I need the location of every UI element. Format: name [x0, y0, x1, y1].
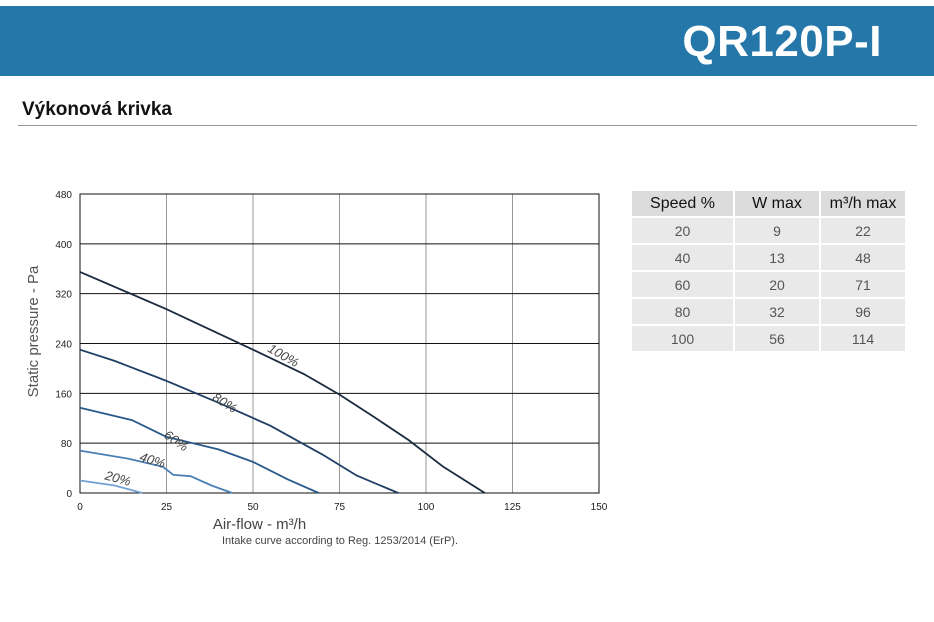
series-line-40	[79, 449, 233, 494]
y-tick-label: 160	[55, 389, 72, 400]
table-cell: 100	[632, 325, 735, 353]
table-cell: 13	[734, 244, 821, 272]
column-header: Speed %	[632, 191, 735, 218]
x-axis-label: Air-flow - m³/h	[213, 516, 306, 533]
x-tick-label: 75	[334, 502, 346, 513]
table-row: 60 20 71	[632, 271, 907, 299]
table-cell: 40	[632, 244, 735, 272]
section-divider	[18, 125, 917, 126]
curve-label: 20%	[102, 467, 132, 488]
performance-chart-svg: 0 25 50 75 100 125 150080160240320400480100%80…	[25, 190, 608, 533]
table-cell: 96	[820, 298, 907, 326]
table-cell: 60	[632, 271, 735, 299]
table-cell: 20	[734, 271, 821, 299]
curve-label: 40%	[138, 449, 167, 471]
table-header-row: Speed % W max m³/h max	[632, 191, 907, 218]
column-header: m³/h max	[820, 191, 907, 218]
x-tick-label: 50	[247, 502, 259, 513]
model-title: QR120P-I	[682, 17, 882, 66]
performance-chart: 0 25 50 75 100 125 150 0 80 160 240 320 400 480 100% 80…	[0, 175, 620, 565]
table-cell: 9	[734, 217, 821, 245]
table-cell: 80	[632, 298, 735, 326]
table-row: 80 32 96	[632, 298, 907, 326]
table-row: 100 56 114	[632, 325, 907, 353]
column-header: W max	[734, 191, 821, 218]
y-tick-label: 0	[66, 489, 72, 500]
speed-table: Speed % W max m³/h max 20 9 22 40 13 48 …	[632, 191, 907, 353]
table-row: 40 13 48	[632, 244, 907, 272]
series-line-60	[79, 406, 320, 494]
table-cell: 48	[820, 244, 907, 272]
table-cell: 20	[632, 217, 735, 245]
table-cell: 71	[820, 271, 907, 299]
y-tick-label: 80	[61, 439, 73, 450]
x-tick-label: 25	[161, 502, 173, 513]
x-tick-label: 100	[418, 502, 435, 513]
y-tick-label: 480	[55, 190, 72, 201]
chart-note: Intake curve according to Reg. 1253/2014…	[221, 535, 459, 547]
y-tick-label: 320	[55, 290, 72, 301]
y-tick-label: 240	[55, 340, 72, 351]
x-tick-label: 0	[77, 502, 83, 513]
table-cell: 22	[820, 217, 907, 245]
header-banner: QR120P-I	[0, 6, 934, 76]
table-row: 20 9 22	[632, 217, 907, 245]
x-tick-label: 150	[591, 502, 608, 513]
table-cell: 32	[734, 298, 821, 326]
series-line-80	[79, 348, 399, 494]
x-tick-label: 125	[504, 502, 521, 513]
y-axis-label: Static pressure - Pa	[25, 265, 42, 397]
series-line-20	[79, 479, 143, 494]
table-cell: 114	[820, 325, 907, 353]
y-tick-label: 400	[55, 240, 72, 251]
section-title: Výkonová krivka	[22, 99, 172, 120]
series-line-100	[79, 271, 486, 494]
plot-frame	[79, 193, 600, 494]
table-cell: 56	[734, 325, 821, 353]
